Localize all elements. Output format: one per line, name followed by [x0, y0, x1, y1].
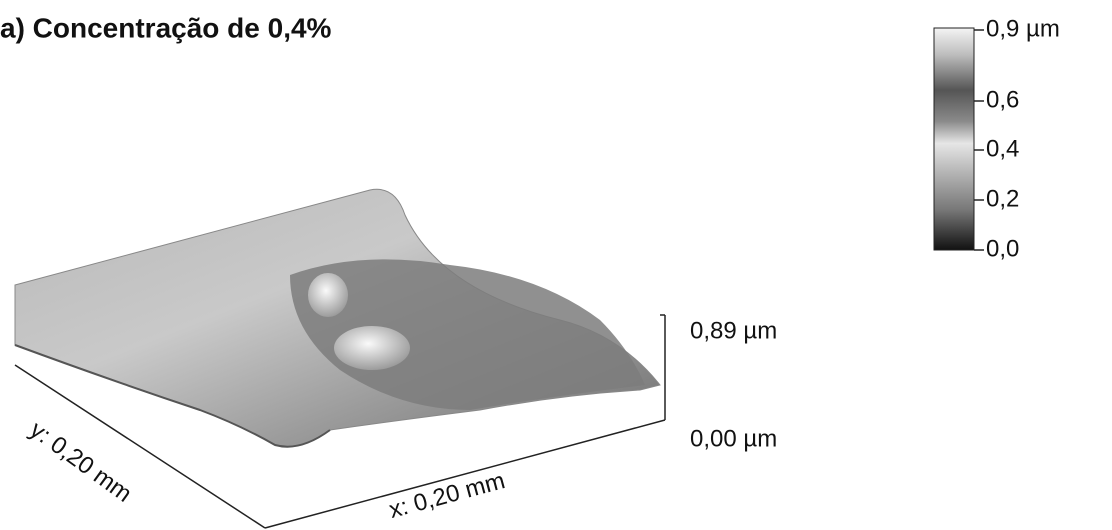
colorbar-ticks	[974, 30, 984, 250]
colorbar-label: 0,0	[986, 235, 1019, 262]
figure: a) Concentração de 0,4% 0,9 µm 0,6 0,4 0…	[0, 0, 1112, 530]
y-axis-label: y: 0,20 mm	[25, 416, 137, 508]
surface	[15, 189, 660, 446]
colorbar-label: 0,4	[986, 135, 1019, 162]
z-axis-label: 0,89 µm	[690, 317, 777, 344]
colorbar	[934, 28, 974, 250]
title: a) Concentração de 0,4%	[0, 12, 332, 43]
page: {"title": "a) Concentração de 0,4%", "co…	[0, 0, 1112, 530]
colorbar-label: 0,6	[986, 86, 1019, 113]
x-axis-label: x: 0,20 mm	[386, 467, 508, 524]
z-axis-label: 0,00 µm	[690, 425, 777, 452]
colorbar-label: 0,9 µm	[986, 15, 1060, 42]
colorbar-label: 0,2	[986, 185, 1019, 212]
